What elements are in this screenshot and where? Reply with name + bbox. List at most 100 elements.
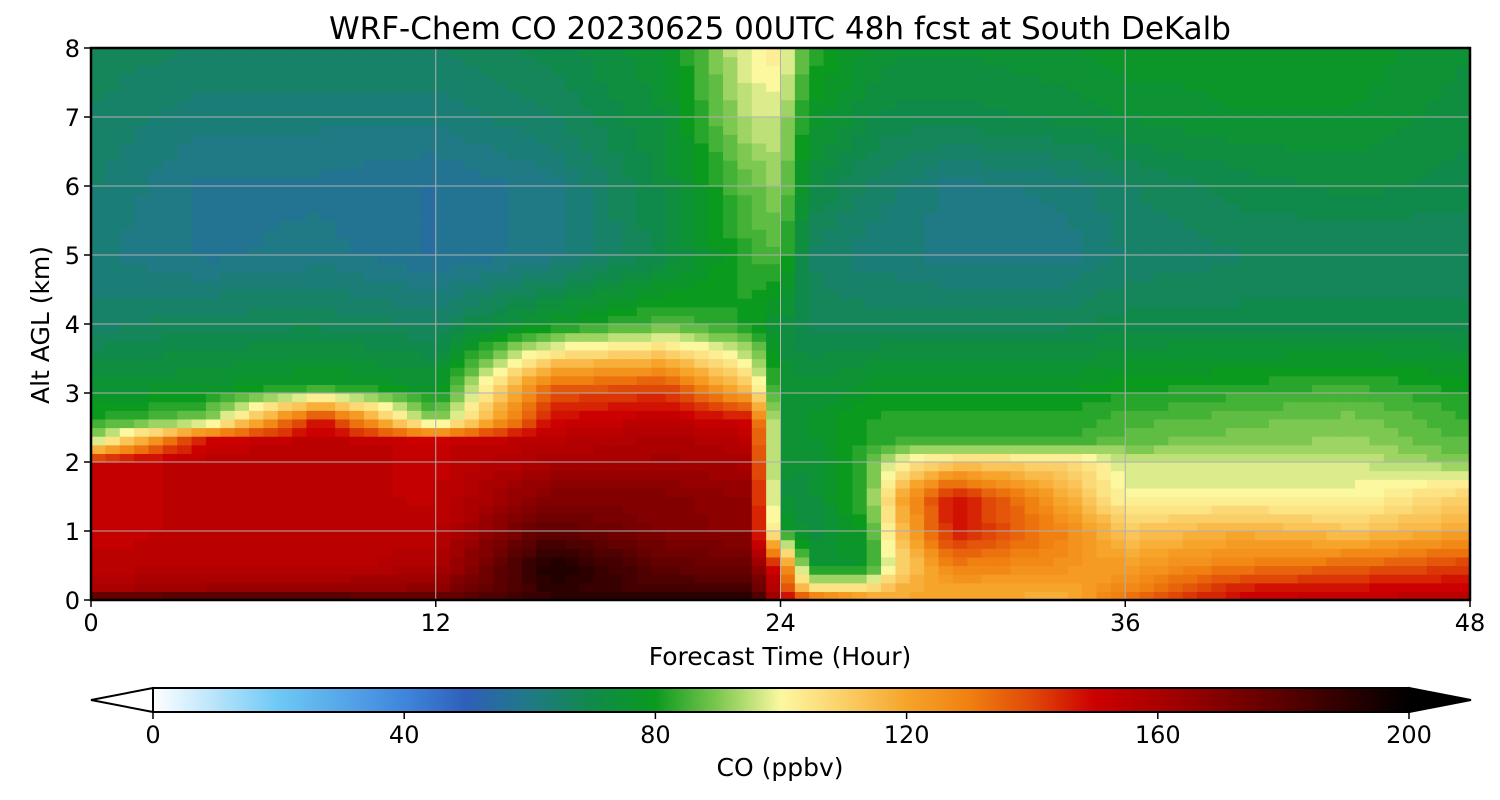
heatmap-cell — [694, 453, 710, 463]
heatmap-cell — [363, 427, 379, 437]
heatmap-cell — [134, 582, 150, 592]
heatmap-cell — [708, 237, 724, 247]
heatmap-cell — [1010, 574, 1026, 584]
heatmap-cell — [421, 306, 437, 316]
heatmap-cell — [320, 470, 336, 480]
heatmap-cell — [450, 556, 466, 567]
heatmap-cell — [263, 470, 279, 480]
heatmap-cell — [1268, 298, 1284, 308]
heatmap-cell — [91, 255, 106, 265]
heatmap-cell — [1067, 539, 1083, 549]
heatmap-cell — [450, 186, 466, 196]
heatmap-cell — [1197, 263, 1213, 273]
heatmap-cell — [119, 410, 135, 420]
heatmap-cell — [1340, 315, 1356, 325]
heatmap-cell — [521, 556, 537, 567]
heatmap-cell — [220, 341, 236, 351]
heatmap-cell — [579, 556, 595, 567]
heatmap-cell — [1182, 522, 1198, 532]
heatmap-cell — [1053, 470, 1069, 480]
heatmap-cell — [148, 418, 164, 429]
heatmap-cell — [881, 367, 897, 377]
heatmap-cell — [1139, 341, 1155, 351]
heatmap-cell — [995, 496, 1011, 506]
heatmap-cell — [737, 229, 753, 239]
heatmap-cell — [349, 332, 365, 342]
heatmap-cell — [1211, 194, 1227, 204]
heatmap-cell — [1125, 470, 1141, 480]
heatmap-cell — [277, 237, 293, 247]
heatmap-cell — [679, 306, 695, 316]
heatmap-cell — [593, 289, 609, 299]
heatmap-cell — [938, 151, 954, 161]
heatmap-cell — [249, 289, 264, 299]
heatmap-cell — [1053, 272, 1069, 282]
heatmap-cell — [1024, 496, 1040, 506]
heatmap-cell — [823, 263, 839, 273]
heatmap-cell — [435, 522, 451, 532]
heatmap-cell — [1182, 289, 1198, 299]
heatmap-cell — [335, 332, 351, 342]
heatmap-cell — [1268, 462, 1284, 472]
heatmap-cell — [392, 496, 408, 506]
heatmap-cell — [651, 211, 667, 222]
heatmap-cell — [895, 393, 911, 403]
heatmap-cell — [478, 444, 494, 454]
heatmap-cell — [1355, 539, 1371, 549]
heatmap-cell — [708, 401, 724, 411]
heatmap-cell — [363, 211, 379, 222]
heatmap-cell — [292, 522, 308, 532]
heatmap-cell — [1082, 177, 1098, 187]
heatmap-cell — [536, 203, 552, 213]
heatmap-cell — [622, 453, 638, 463]
heatmap-cell — [579, 565, 595, 575]
heatmap-cell — [507, 255, 523, 265]
heatmap-cell — [191, 513, 207, 523]
heatmap-cell — [119, 401, 135, 411]
heatmap-cell — [407, 220, 422, 230]
heatmap-cell — [177, 427, 193, 437]
heatmap-cell — [1383, 548, 1399, 558]
heatmap-cell — [1426, 375, 1442, 385]
heatmap-cell — [493, 591, 509, 600]
heatmap-cell — [1197, 582, 1213, 592]
heatmap-cell — [751, 453, 767, 463]
heatmap-cell — [737, 453, 753, 463]
heatmap-cell — [234, 453, 250, 463]
heatmap-cell — [608, 565, 624, 575]
heatmap-cell — [249, 375, 264, 385]
heatmap-cell — [1254, 332, 1270, 342]
heatmap-cell — [1297, 177, 1313, 187]
heatmap-cell — [191, 203, 207, 213]
heatmap-cell — [1355, 427, 1371, 437]
heatmap-cell — [1441, 280, 1457, 291]
heatmap-cell — [306, 462, 322, 472]
heatmap-cell — [220, 470, 236, 480]
heatmap-cell — [708, 513, 724, 523]
heatmap-cell — [1268, 168, 1284, 178]
heatmap-cell — [694, 487, 710, 498]
heatmap-cell — [407, 177, 422, 187]
heatmap-cell — [981, 591, 997, 600]
heatmap-cell — [723, 427, 738, 437]
heatmap-cell — [1110, 591, 1126, 600]
heatmap-cell — [1311, 470, 1327, 480]
heatmap-cell — [593, 513, 609, 523]
heatmap-cell — [249, 177, 264, 187]
heatmap-cell — [579, 591, 595, 600]
heatmap-cell — [1455, 289, 1470, 299]
heatmap-cell — [421, 280, 437, 291]
heatmap-cell — [1039, 410, 1055, 420]
heatmap-cell — [895, 186, 911, 196]
heatmap-cell — [852, 470, 868, 480]
heatmap-cell — [292, 556, 308, 567]
heatmap-cell — [866, 462, 882, 472]
heatmap-cell — [421, 246, 437, 256]
heatmap-cell — [1326, 186, 1342, 196]
heatmap-cell — [665, 401, 681, 411]
heatmap-cell — [91, 246, 106, 256]
heatmap-cell — [1398, 531, 1414, 541]
heatmap-cell — [1383, 160, 1399, 170]
heatmap-cell — [1326, 246, 1342, 256]
heatmap-cell — [191, 160, 207, 170]
